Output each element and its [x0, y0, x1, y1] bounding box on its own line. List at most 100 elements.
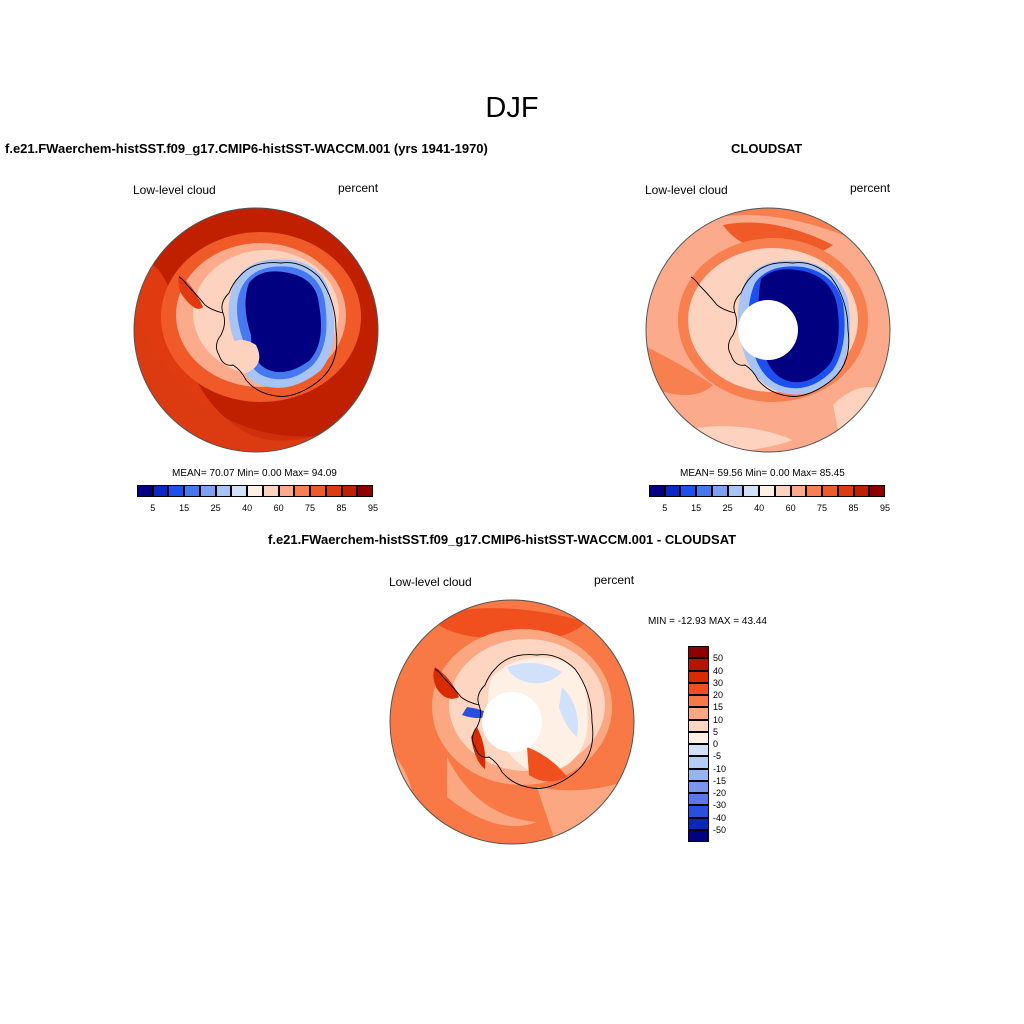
- colorbar-swatch: [199, 485, 216, 497]
- colorbar-tick-label: 15: [713, 702, 724, 713]
- model-polar-map: [133, 207, 379, 453]
- diff-colorbar-ticks: 50 40 30 20 15 10 5 0 -5 -10 -15 -20 -30 -40 -50: [713, 646, 753, 842]
- obs-panel-title: CLOUDSAT: [731, 141, 803, 156]
- colorbar-swatch: [184, 485, 200, 497]
- colorbar-swatch: [341, 485, 358, 497]
- obs-no-data-hole: [738, 300, 798, 360]
- colorbar-swatch: [774, 485, 791, 497]
- colorbar-swatch: [247, 485, 263, 497]
- colorbar-swatch: [294, 485, 311, 497]
- colorbar-tick-label: 0: [713, 739, 719, 749]
- obs-units-label: percent: [850, 181, 891, 195]
- colorbar-tick-label: -40: [713, 812, 727, 823]
- colorbar-tick-label: -20: [713, 788, 727, 798]
- model-colorbar: [137, 485, 373, 497]
- model-stats: MEAN= 70.07 Min= 0.00 Max= 94.09: [172, 468, 337, 479]
- colorbar-tick-label: 5: [713, 726, 719, 737]
- colorbar-tick-label: 60: [785, 503, 796, 513]
- colorbar-swatch: [137, 485, 153, 497]
- colorbar-swatch: [688, 719, 709, 732]
- colorbar-swatch: [688, 658, 709, 671]
- colorbar-swatch: [325, 485, 342, 497]
- diff-variable-label: Low-level cloud: [389, 575, 472, 589]
- colorbar-swatch: [869, 485, 885, 497]
- colorbar-tick-label: -5: [713, 751, 722, 762]
- model-variable-label: Low-level cloud: [133, 183, 216, 197]
- obs-variable-label: Low-level cloud: [645, 183, 728, 197]
- colorbar-swatch: [649, 485, 665, 497]
- figure-title: DJF: [485, 92, 539, 124]
- colorbar-swatch: [688, 768, 709, 781]
- colorbar-tick-label: 60: [273, 503, 284, 513]
- colorbar-swatch: [688, 829, 709, 842]
- colorbar-swatch: [215, 485, 232, 497]
- colorbar-tick-label: 25: [722, 503, 733, 513]
- colorbar-swatch: [688, 780, 709, 793]
- diff-stats: MIN = -12.93 MAX = 43.44: [648, 616, 767, 627]
- diff-units-label: percent: [594, 573, 635, 587]
- colorbar-tick-label: 75: [305, 503, 316, 513]
- colorbar-swatch: [664, 485, 681, 497]
- colorbar-tick-label: -10: [713, 763, 727, 774]
- colorbar-swatch: [152, 485, 169, 497]
- colorbar-tick-label: 40: [242, 503, 253, 513]
- colorbar-tick-label: 95: [879, 503, 890, 513]
- colorbar-swatch: [168, 485, 185, 497]
- obs-polar-map: [645, 207, 891, 453]
- colorbar-tick-label: 75: [817, 503, 828, 513]
- colorbar-tick-label: 20: [713, 690, 724, 700]
- colorbar-tick-label: -15: [713, 775, 727, 786]
- colorbar-swatch: [680, 485, 697, 497]
- colorbar-tick-label: 50: [713, 653, 724, 664]
- colorbar-swatch: [688, 793, 709, 806]
- model-colorbar-ticks: 5 15 25 40 60 75 85 95: [137, 503, 378, 515]
- model-units-label: percent: [338, 181, 379, 195]
- colorbar-swatch: [696, 485, 712, 497]
- colorbar-tick-label: -30: [713, 800, 727, 811]
- colorbar-tick-label: 25: [210, 503, 221, 513]
- colorbar-tick-label: 30: [713, 677, 724, 688]
- colorbar-swatch: [688, 731, 709, 744]
- colorbar-swatch: [688, 756, 709, 769]
- colorbar-swatch: [310, 485, 326, 497]
- diff-no-data-hole: [482, 692, 542, 752]
- colorbar-swatch: [688, 646, 709, 659]
- model-map-frame: [133, 207, 379, 453]
- colorbar-swatch: [743, 485, 760, 497]
- colorbar-swatch: [688, 670, 709, 683]
- colorbar-swatch: [711, 485, 728, 497]
- colorbar-tick-label: 85: [848, 503, 859, 513]
- colorbar-tick-label: 15: [691, 503, 702, 513]
- colorbar-tick-label: 10: [713, 714, 724, 725]
- colorbar-swatch: [278, 485, 295, 497]
- colorbar-swatch: [837, 485, 854, 497]
- colorbar-swatch: [790, 485, 807, 497]
- colorbar-tick-label: 85: [336, 503, 347, 513]
- diff-colorbar: [688, 646, 709, 842]
- colorbar-tick-label: 40: [754, 503, 765, 513]
- colorbar-swatch: [688, 744, 709, 757]
- colorbar-swatch: [262, 485, 279, 497]
- colorbar-swatch: [727, 485, 744, 497]
- obs-map-frame: [645, 207, 891, 453]
- colorbar-swatch: [853, 485, 870, 497]
- diff-field-negative: [507, 663, 562, 684]
- colorbar-tick-label: 95: [367, 503, 378, 513]
- colorbar-tick-label: 15: [179, 503, 190, 513]
- colorbar-swatch: [688, 695, 709, 708]
- colorbar-tick-label: -50: [713, 824, 727, 835]
- colorbar-swatch: [688, 682, 709, 695]
- colorbar-swatch: [357, 485, 373, 497]
- obs-colorbar: [649, 485, 885, 497]
- colorbar-swatch: [231, 485, 248, 497]
- colorbar-swatch: [688, 805, 709, 818]
- colorbar-tick-label: 5: [150, 503, 156, 513]
- model-panel-title: f.e21.FWaerchem-histSST.f09_g17.CMIP6-hi…: [5, 141, 488, 156]
- diff-panel-title: f.e21.FWaerchem-histSST.f09_g17.CMIP6-hi…: [268, 532, 737, 547]
- colorbar-swatch: [822, 485, 838, 497]
- diff-map-frame: [389, 599, 635, 845]
- colorbar-tick-label: 40: [713, 665, 724, 676]
- colorbar-swatch: [759, 485, 775, 497]
- colorbar-swatch: [806, 485, 823, 497]
- colorbar-swatch: [688, 707, 709, 720]
